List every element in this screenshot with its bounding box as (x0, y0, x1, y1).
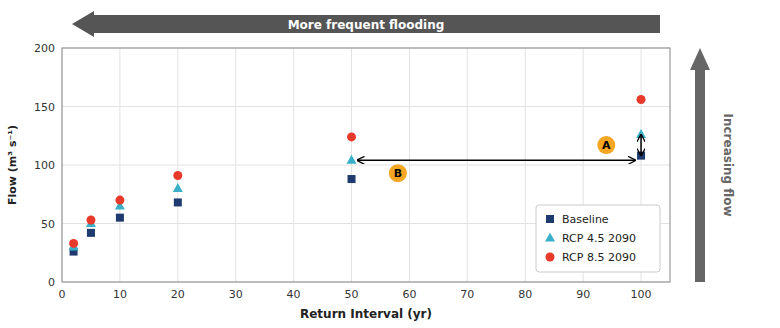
banner-arrow (690, 48, 710, 282)
legend-label: RCP 8.5 2090 (562, 251, 636, 264)
point (116, 214, 124, 222)
point (173, 171, 182, 180)
point (115, 196, 124, 205)
x-tick-label: 0 (59, 288, 66, 301)
chart: 0 10 20 30 40 50 60 70 80 90 100 0 50 100 150 200 Return… (0, 0, 780, 328)
annotation-label: A (602, 139, 611, 152)
point (69, 239, 78, 248)
point (347, 155, 357, 164)
y-tick-label: 200 (34, 42, 55, 55)
double-arrow (640, 135, 642, 156)
banner-label: Increasing flow (721, 113, 735, 216)
point (173, 183, 183, 192)
x-tick-label: 90 (576, 288, 590, 301)
grid-line-y (62, 106, 670, 107)
point (86, 215, 95, 224)
legend-marker (545, 233, 555, 242)
annotations: A B More frequent flooding Increasing flow (72, 11, 735, 282)
annotation-label: B (394, 167, 402, 180)
y-tick-label: 50 (41, 218, 55, 231)
y-tick-label: 100 (34, 159, 55, 172)
x-tick-label: 80 (518, 288, 532, 301)
legend-box (536, 205, 660, 272)
legend-marker (546, 215, 554, 223)
x-tick-label: 40 (287, 288, 301, 301)
legend-label: Baseline (562, 213, 609, 226)
legend-label: RCP 4.5 2090 (562, 232, 636, 245)
plot-frame (62, 48, 670, 282)
point (174, 198, 182, 206)
x-tick-label: 10 (113, 288, 127, 301)
grid-line-y (62, 165, 670, 166)
x-tick-label: 20 (171, 288, 185, 301)
legend-marker (546, 253, 555, 262)
y-tick-label: 0 (48, 276, 55, 289)
x-tick-label: 60 (402, 288, 416, 301)
legend: Baseline RCP 4.5 2090 RCP 8.5 2090 (536, 205, 660, 272)
x-tick-label: 70 (460, 288, 474, 301)
point (637, 95, 646, 104)
x-tick-label: 50 (345, 288, 359, 301)
double-arrow (357, 160, 635, 162)
annotation-circle (597, 136, 615, 154)
banner-label: More frequent flooding (288, 18, 445, 32)
annotation-circle (389, 164, 407, 182)
point (87, 229, 95, 237)
y-axis-label: Flow (m³ s⁻¹) (6, 125, 19, 205)
x-tick-label: 100 (631, 288, 652, 301)
point (347, 132, 356, 141)
point (348, 175, 356, 183)
y-tick-label: 150 (34, 101, 55, 114)
x-tick-label: 30 (229, 288, 243, 301)
x-axis-label: Return Interval (yr) (300, 307, 432, 321)
banner-arrow (72, 11, 660, 37)
grid (62, 48, 670, 282)
